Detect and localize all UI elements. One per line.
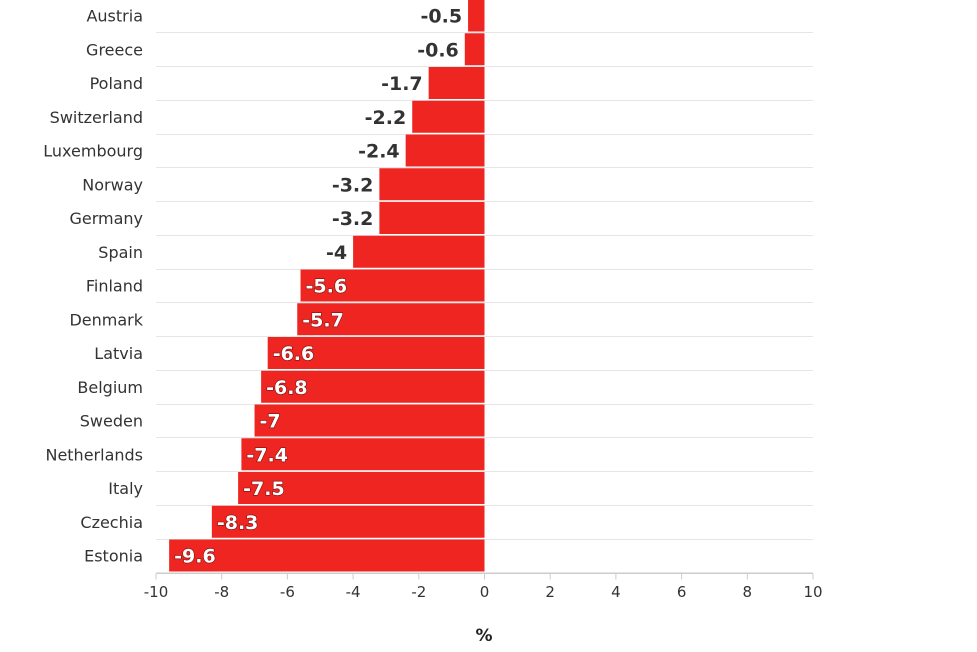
- value-label-greece: -0.6: [417, 39, 459, 61]
- bar-luxembourg: [405, 134, 485, 167]
- category-label-denmark: Denmark: [69, 310, 143, 329]
- value-label-norway: -3.2: [332, 174, 374, 196]
- value-label-poland: -1.7: [381, 73, 423, 95]
- bars: [169, 0, 485, 572]
- x-tick-label: -8: [214, 583, 229, 601]
- category-label-luxembourg: Luxembourg: [43, 142, 143, 161]
- x-tick-label: -10: [144, 583, 169, 601]
- value-label-denmark: -5.7: [302, 309, 344, 331]
- bar-estonia: [169, 539, 485, 572]
- x-tick-label: 0: [480, 583, 490, 601]
- x-tick-label: 4: [611, 583, 621, 601]
- value-label-germany: -3.2: [332, 208, 374, 230]
- bar-spain: [353, 235, 485, 268]
- x-axis-title: %: [475, 626, 492, 646]
- bar-germany: [379, 202, 485, 234]
- value-label-czechia: -8.3: [217, 512, 259, 534]
- bar-italy: [238, 472, 485, 504]
- value-label-finland: -5.6: [306, 276, 348, 298]
- bar-netherlands: [241, 438, 485, 471]
- bar-finland: [300, 269, 485, 302]
- value-label-italy: -7.5: [243, 478, 285, 500]
- category-label-belgium: Belgium: [77, 378, 143, 397]
- value-labels: -0.5 -0.6 -1.7 -2.2 -2.4 -3.2 -3.2 -4 -5.6 -5.7 -6…: [174, 6, 463, 569]
- bar-austria: [468, 0, 485, 32]
- category-label-czechia: Czechia: [80, 513, 143, 532]
- category-label-norway: Norway: [82, 175, 143, 194]
- value-label-spain: -4: [326, 242, 347, 264]
- value-label-belgium: -6.8: [266, 377, 308, 399]
- x-tick-label: 10: [803, 583, 822, 601]
- bar-greece: [464, 33, 485, 66]
- category-label-switzerland: Switzerland: [50, 108, 143, 127]
- category-label-latvia: Latvia: [94, 344, 143, 363]
- value-label-austria: -0.5: [421, 6, 463, 28]
- x-tick-label: 6: [677, 583, 687, 601]
- category-label-italy: Italy: [108, 479, 143, 498]
- bar-belgium: [261, 370, 485, 403]
- value-label-switzerland: -2.2: [365, 107, 407, 129]
- category-label-poland: Poland: [90, 74, 143, 93]
- category-label-netherlands: Netherlands: [45, 445, 143, 464]
- x-tick-label: -4: [346, 583, 361, 601]
- x-tick-label: 8: [743, 583, 753, 601]
- value-label-estonia: -9.6: [174, 546, 216, 568]
- x-axis-ticks: -10 -8 -6 -4 -2 0 2 4 6 8 10: [144, 573, 823, 601]
- category-label-finland: Finland: [86, 277, 143, 296]
- bar-poland: [428, 67, 485, 99]
- bar-denmark: [297, 303, 485, 336]
- category-label-spain: Spain: [98, 243, 143, 262]
- value-label-luxembourg: -2.4: [358, 141, 400, 163]
- value-label-sweden: -7: [260, 411, 281, 433]
- x-tick-label: -2: [411, 583, 426, 601]
- category-label-austria: Austria: [86, 7, 143, 26]
- category-labels: Austria Greece Poland Switzerland Luxembourg…: [43, 7, 143, 566]
- x-tick-label: 2: [545, 583, 555, 601]
- category-label-sweden: Sweden: [80, 412, 143, 431]
- bar-latvia: [267, 337, 485, 369]
- bar-switzerland: [412, 100, 485, 133]
- value-label-netherlands: -7.4: [246, 444, 288, 466]
- category-label-estonia: Estonia: [84, 547, 143, 566]
- category-label-greece: Greece: [86, 40, 143, 59]
- bar-czechia: [211, 505, 485, 538]
- bar-norway: [379, 168, 485, 201]
- x-tick-label: -6: [280, 583, 295, 601]
- value-label-latvia: -6.6: [273, 343, 315, 365]
- bar-sweden: [254, 404, 485, 437]
- category-label-germany: Germany: [69, 209, 143, 228]
